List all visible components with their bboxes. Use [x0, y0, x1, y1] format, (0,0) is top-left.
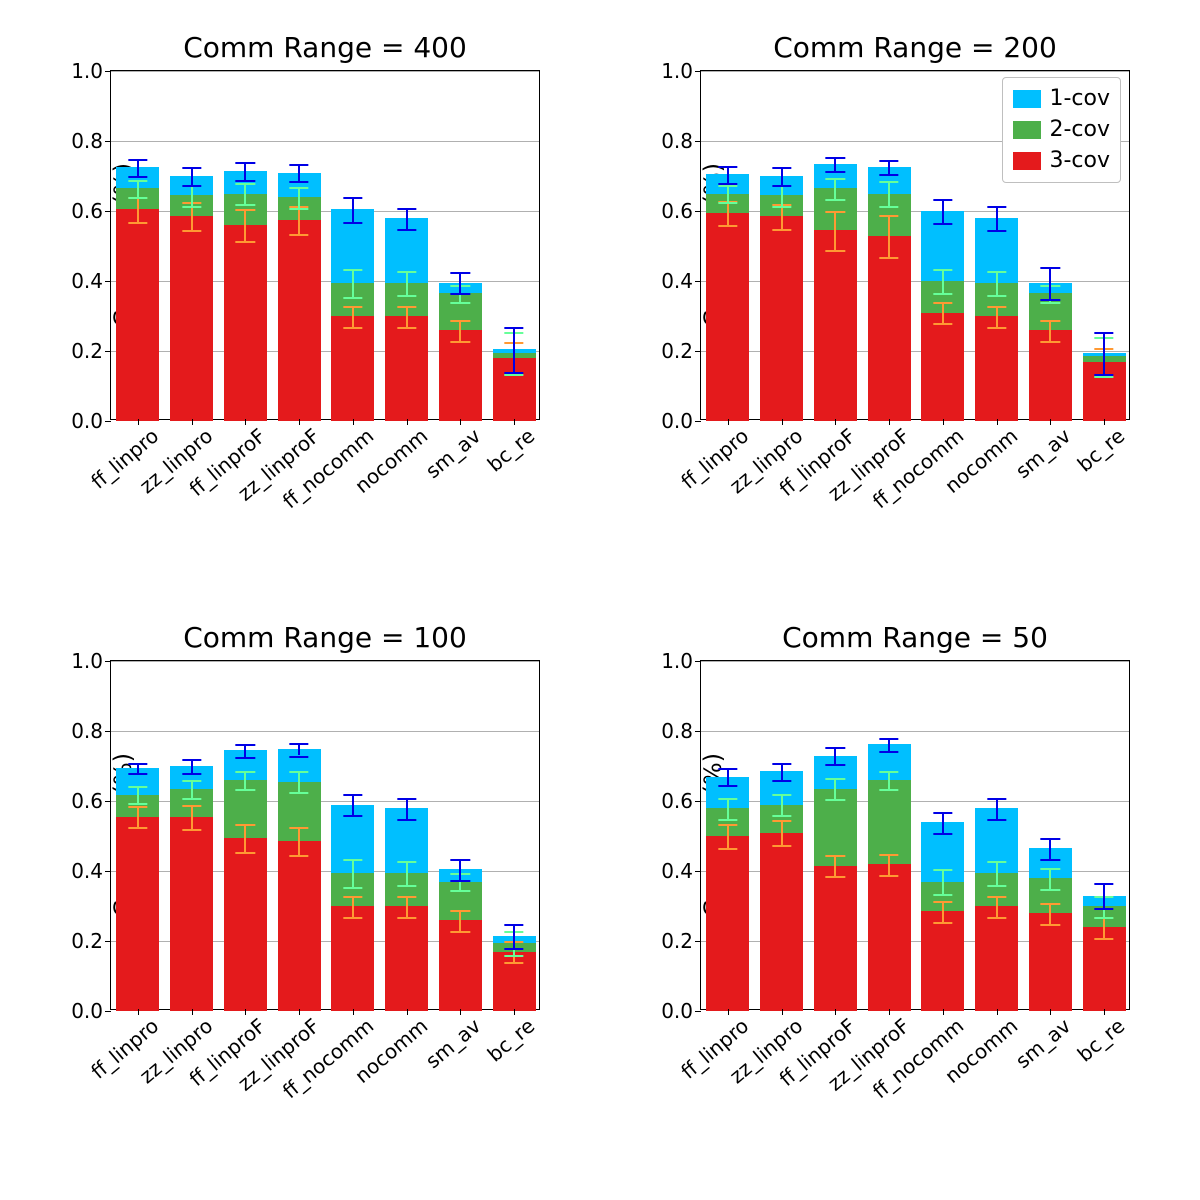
bar-3cov	[331, 906, 374, 1011]
legend: 1-cov2-cov3-cov	[1002, 77, 1121, 183]
legend-item: 2-cov	[1013, 115, 1110, 146]
legend-swatch	[1013, 152, 1041, 170]
legend-swatch	[1013, 90, 1041, 108]
bar-3cov	[760, 833, 803, 1012]
xtick-label: sm_av	[1007, 419, 1075, 483]
ytick-label: 0.4	[661, 269, 701, 293]
bar-3cov	[706, 836, 749, 1011]
legend-label: 1-cov	[1049, 84, 1110, 115]
legend-label: 2-cov	[1049, 115, 1110, 146]
bar-2cov	[868, 780, 911, 864]
gridline	[701, 71, 1129, 72]
legend-item: 3-cov	[1013, 146, 1110, 177]
legend-item: 1-cov	[1013, 84, 1110, 115]
ytick-label: 0.2	[71, 929, 111, 953]
plot-area: Comm Range = 50Coverage (%)0.00.20.40.60…	[700, 660, 1130, 1010]
gridline	[111, 661, 539, 662]
ytick-label: 0.2	[71, 339, 111, 363]
xtick-label: sm_av	[417, 1009, 485, 1073]
legend-swatch	[1013, 121, 1041, 139]
ytick-label: 0.6	[661, 789, 701, 813]
bar-3cov	[760, 216, 803, 421]
panel-title: Comm Range = 50	[701, 621, 1129, 654]
bar-3cov	[921, 911, 964, 1011]
bar-3cov	[385, 316, 428, 421]
gridline	[111, 71, 539, 72]
bar-3cov	[116, 817, 159, 1011]
bar-3cov	[706, 213, 749, 421]
panel-title: Comm Range = 400	[111, 31, 539, 64]
ytick-label: 1.0	[661, 649, 701, 673]
figure: Comm Range = 400Coverage (%)0.00.20.40.6…	[0, 0, 1200, 1200]
ytick-label: 0.6	[661, 199, 701, 223]
xtick-label: bc_re	[1069, 1009, 1129, 1067]
gridline	[701, 731, 1129, 732]
ytick-label: 0.4	[661, 859, 701, 883]
bar-3cov	[814, 866, 857, 1011]
panel-title: Comm Range = 200	[701, 31, 1129, 64]
xtick-label: sm_av	[417, 419, 485, 483]
panel-title: Comm Range = 100	[111, 621, 539, 654]
bar-3cov	[868, 236, 911, 422]
xtick-label: bc_re	[479, 1009, 539, 1067]
bar-3cov	[331, 316, 374, 421]
bar-3cov	[170, 817, 213, 1011]
ytick-label: 0.0	[661, 409, 701, 433]
gridline	[111, 141, 539, 142]
ytick-label: 0.8	[661, 719, 701, 743]
bar-3cov	[921, 313, 964, 422]
ytick-label: 0.0	[661, 999, 701, 1023]
ytick-label: 0.8	[71, 719, 111, 743]
bar-3cov	[439, 920, 482, 1011]
plot-area: Comm Range = 100Coverage (%)0.00.20.40.6…	[110, 660, 540, 1010]
bar-3cov	[224, 838, 267, 1011]
bar-3cov	[975, 316, 1018, 421]
ytick-label: 0.6	[71, 789, 111, 813]
bar-3cov	[278, 841, 321, 1011]
ytick-label: 0.2	[661, 929, 701, 953]
ytick-label: 0.2	[661, 339, 701, 363]
legend-label: 3-cov	[1049, 146, 1110, 177]
gridline	[111, 731, 539, 732]
gridline	[701, 661, 1129, 662]
bar-3cov	[385, 906, 428, 1011]
xtick-label: sm_av	[1007, 1009, 1075, 1073]
ytick-label: 0.0	[71, 409, 111, 433]
ytick-label: 1.0	[661, 59, 701, 83]
bar-3cov	[1083, 927, 1126, 1011]
ytick-label: 0.4	[71, 859, 111, 883]
ytick-label: 0.0	[71, 999, 111, 1023]
ytick-label: 0.6	[71, 199, 111, 223]
bar-3cov	[170, 216, 213, 421]
ytick-label: 1.0	[71, 59, 111, 83]
ytick-label: 0.8	[661, 129, 701, 153]
ytick-label: 0.4	[71, 269, 111, 293]
ytick-label: 1.0	[71, 649, 111, 673]
bar-3cov	[116, 209, 159, 421]
bar-3cov	[868, 864, 911, 1011]
ytick-label: 0.8	[71, 129, 111, 153]
bar-3cov	[224, 225, 267, 421]
plot-area: Comm Range = 200Coverage (%)0.00.20.40.6…	[700, 70, 1130, 420]
bar-3cov	[1029, 913, 1072, 1011]
bar-3cov	[814, 230, 857, 421]
xtick-label: bc_re	[1069, 419, 1129, 477]
bar-3cov	[278, 220, 321, 421]
bar-3cov	[975, 906, 1018, 1011]
xtick-label: bc_re	[479, 419, 539, 477]
plot-area: Comm Range = 400Coverage (%)0.00.20.40.6…	[110, 70, 540, 420]
bar-3cov	[1029, 330, 1072, 421]
bar-3cov	[439, 330, 482, 421]
